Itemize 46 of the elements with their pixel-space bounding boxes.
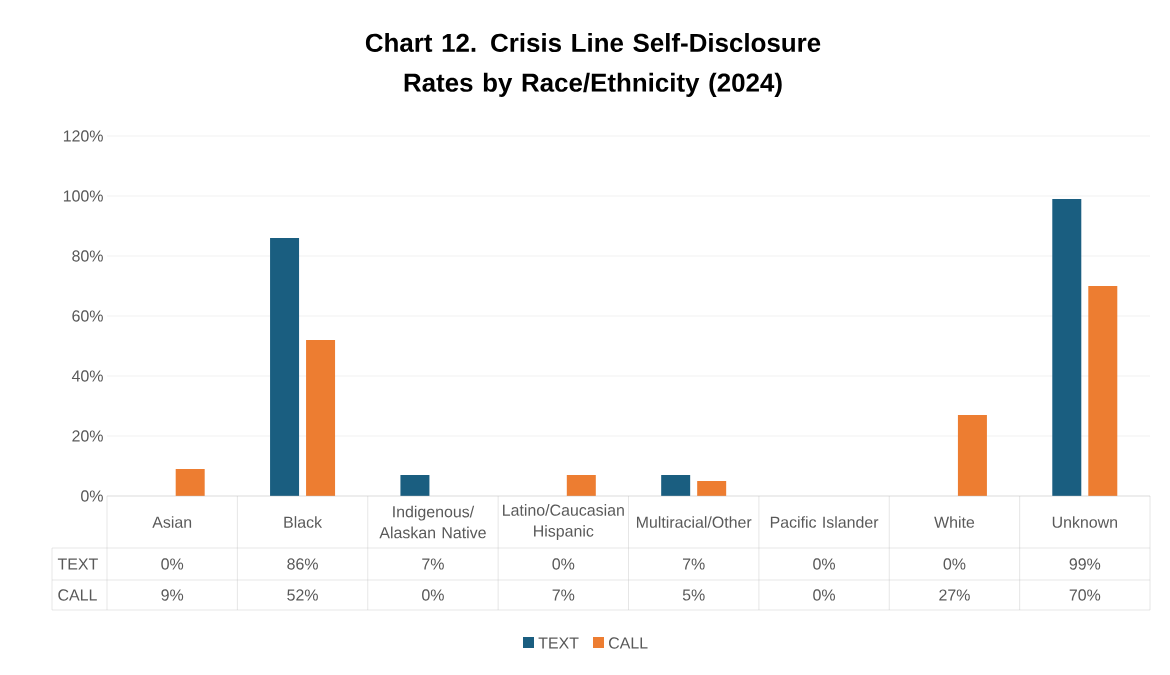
text: TEXT bbox=[57, 558, 98, 570]
x-tick-label: Unknown bbox=[1052, 516, 1117, 528]
x-tick-label: Black bbox=[284, 516, 323, 528]
data-label: 52% bbox=[287, 589, 318, 601]
x-tick-label: Asian bbox=[152, 516, 192, 528]
bar bbox=[175, 469, 205, 497]
data-label: 0% bbox=[813, 558, 836, 570]
y-tick-label: 0% bbox=[81, 490, 103, 502]
y-tick-label: 60% bbox=[72, 310, 103, 322]
chart-title: Chart 12. Crisis Line Self-Disclosure Rates by Race/Ethnicity (2024) bbox=[365, 33, 821, 97]
x-tick-label: Multiracial/Other bbox=[636, 516, 752, 528]
data-label: 99% bbox=[1069, 558, 1101, 570]
data-label: 0% bbox=[161, 558, 184, 570]
bar bbox=[270, 238, 300, 497]
x-tick-label: Pacific Islander bbox=[770, 516, 879, 528]
bar bbox=[697, 481, 727, 497]
data-label: 9% bbox=[161, 589, 184, 601]
data-label: 7% bbox=[552, 589, 575, 601]
x-tick-label: Indigenous/ Alaskan Native bbox=[379, 505, 486, 539]
data-label: 70% bbox=[1069, 589, 1101, 601]
data-label: 0% bbox=[422, 589, 444, 601]
y-tick-label: 80% bbox=[72, 250, 103, 262]
data-label: 5% bbox=[682, 589, 705, 601]
y-tick-label: 100% bbox=[63, 190, 103, 202]
y-tick-label: 120% bbox=[63, 130, 103, 142]
bar bbox=[566, 475, 596, 497]
bar bbox=[661, 475, 691, 497]
bar bbox=[1052, 199, 1082, 497]
data-label: 0% bbox=[552, 558, 575, 570]
data-label: 7% bbox=[682, 558, 705, 570]
x-tick-label: Latino/Caucasian Hispanic bbox=[503, 504, 624, 540]
data-label: 7% bbox=[422, 558, 444, 570]
bar bbox=[957, 415, 987, 497]
text: CALL bbox=[58, 589, 97, 601]
y-tick-label: 20% bbox=[72, 430, 103, 442]
data-label: 0% bbox=[943, 558, 966, 570]
data-label: 0% bbox=[813, 589, 836, 601]
legend-label: TEXT bbox=[538, 637, 579, 649]
bar bbox=[400, 475, 430, 497]
data-label: 27% bbox=[939, 589, 970, 601]
bar bbox=[1088, 286, 1118, 497]
legend-label: CALL bbox=[609, 637, 648, 649]
data-label: 86% bbox=[287, 558, 318, 570]
y-tick-label: 40% bbox=[71, 370, 103, 382]
bar bbox=[306, 340, 336, 497]
x-tick-label: White bbox=[934, 516, 975, 528]
